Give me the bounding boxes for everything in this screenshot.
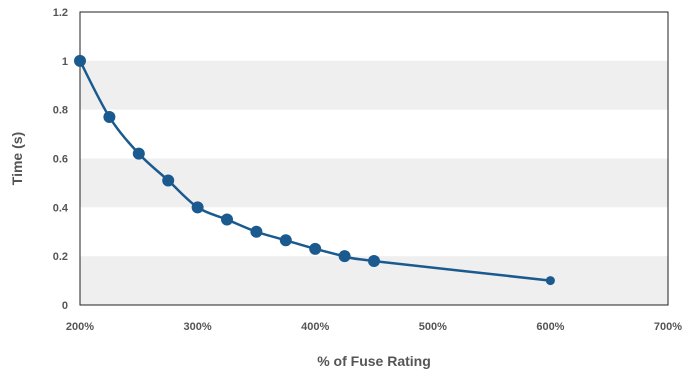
y-tick-label: 1.2 xyxy=(53,7,68,19)
x-axis-ticks: 200% 300% 400% 500% 600% 700% xyxy=(66,321,682,333)
data-point xyxy=(221,214,233,226)
y-tick-label: 0 xyxy=(62,300,68,312)
data-point xyxy=(250,226,262,238)
data-point xyxy=(546,276,555,285)
data-point xyxy=(133,148,145,160)
data-point xyxy=(280,234,292,246)
data-point xyxy=(103,111,115,123)
y-axis-ticks: 0 0.2 0.4 0.6 0.8 1 1.2 xyxy=(53,7,69,312)
y-tick-label: 0.8 xyxy=(53,105,68,117)
x-axis-title: % of Fuse Rating xyxy=(317,353,431,369)
data-point xyxy=(309,243,321,255)
data-point xyxy=(339,250,351,262)
data-point xyxy=(192,201,204,213)
y-axis-title: Time (s) xyxy=(9,132,25,185)
y-tick-label: 0.6 xyxy=(53,154,68,166)
x-tick-label: 700% xyxy=(654,321,682,333)
grid-band xyxy=(80,61,668,110)
data-point xyxy=(368,255,380,267)
x-tick-label: 500% xyxy=(419,321,447,333)
y-tick-label: 0.4 xyxy=(53,202,69,214)
data-point xyxy=(162,174,174,186)
x-tick-label: 400% xyxy=(301,321,329,333)
data-point xyxy=(74,55,86,67)
y-tick-label: 1 xyxy=(62,56,68,68)
x-tick-label: 300% xyxy=(184,321,212,333)
y-tick-label: 0.2 xyxy=(53,251,68,263)
x-tick-label: 600% xyxy=(536,321,564,333)
x-tick-label: 200% xyxy=(66,321,94,333)
